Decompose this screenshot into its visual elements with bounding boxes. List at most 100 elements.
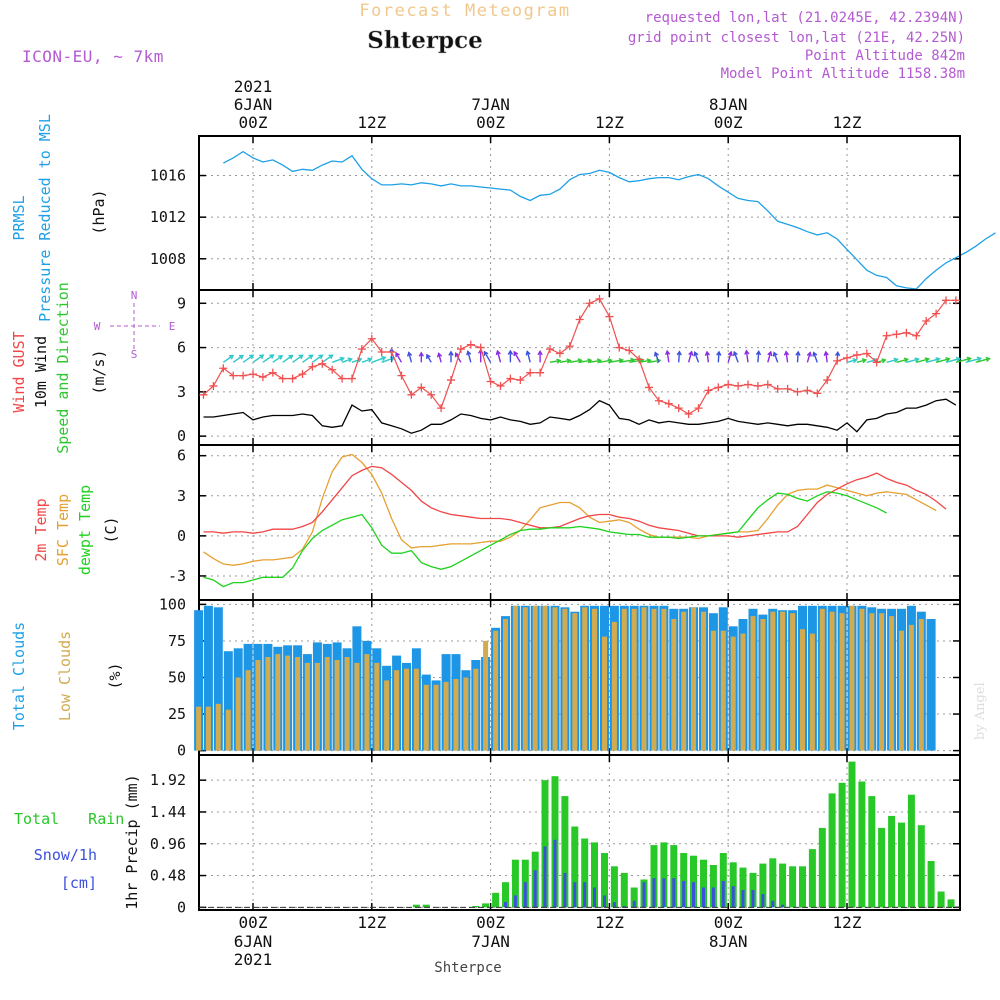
wind-arrow: [302, 354, 313, 363]
wind-arrow-head: [665, 349, 671, 356]
gust-marker: [892, 330, 901, 339]
snow-bar: [513, 895, 517, 908]
wind-arrow: [467, 351, 472, 363]
low-clouds-bar: [701, 611, 706, 751]
wind-arrow: [678, 351, 681, 363]
low-clouds-bar: [512, 605, 518, 751]
snow-bar: [642, 882, 646, 908]
wind-arrow-head: [278, 355, 284, 360]
low-clouds-bar: [413, 668, 419, 751]
wind-arrow: [292, 354, 304, 363]
gust-marker: [328, 365, 337, 374]
low-clouds-bar: [304, 662, 310, 751]
gust-marker: [536, 368, 545, 377]
low-clouds-bar: [423, 684, 429, 751]
ytick-label: 0.96: [150, 835, 186, 853]
wind10-line: [203, 398, 957, 434]
low-clouds-bar: [453, 679, 459, 751]
gust-marker: [852, 350, 861, 359]
rain-bar: [818, 827, 826, 908]
gust-marker: [437, 404, 446, 413]
gust-marker: [951, 296, 960, 305]
rain-bar: [601, 853, 608, 908]
ytick-label: 6: [177, 447, 186, 465]
wind-arrow: [331, 357, 344, 363]
snow-bar: [741, 890, 745, 908]
wind-arrow-head: [454, 352, 460, 358]
gust-marker: [427, 390, 436, 399]
rain-bar: [888, 815, 896, 908]
low-clouds-bar: [196, 706, 202, 751]
rain-bar: [769, 858, 777, 908]
snow-bar: [603, 895, 606, 908]
gust-marker: [773, 384, 782, 393]
rain-bar: [907, 794, 915, 908]
compass-north: N: [131, 289, 138, 302]
gust-marker: [278, 374, 287, 383]
gust-marker: [625, 346, 634, 355]
rain-bar: [927, 861, 935, 908]
snow-bar: [702, 887, 705, 908]
wind-arrow: [846, 359, 857, 364]
snow-bar: [761, 894, 765, 908]
rain-bar: [610, 866, 618, 908]
low-clouds-bar: [760, 619, 766, 751]
wind-arrow-head: [288, 354, 294, 360]
low-clouds-bar: [582, 607, 588, 751]
rain-bar: [719, 853, 727, 908]
rain-bar: [561, 796, 569, 908]
pressure-line: [222, 150, 996, 290]
snow-bar: [553, 839, 557, 908]
snow-bar: [672, 878, 676, 908]
top-tick-label: 12Z: [357, 113, 386, 132]
top-tick-label: 00Z: [714, 113, 743, 132]
snow-label: Snow/1h: [34, 846, 97, 864]
wind-arrow-head: [229, 354, 235, 360]
low-clouds-bar: [889, 616, 895, 751]
total-clouds-bar: [213, 607, 223, 751]
gust-marker: [783, 384, 792, 393]
wind-arrow: [589, 359, 601, 364]
snow-bar: [622, 906, 626, 908]
low-clouds-bar: [641, 607, 647, 751]
bottom-tick-label: 12Z: [595, 913, 624, 932]
gust-marker: [922, 317, 931, 325]
credit-text: by Angel: [973, 682, 988, 740]
pressure-panel: 1008 1012 1016: [150, 135, 996, 911]
low-clouds-bar: [790, 613, 796, 751]
total-clouds-bar: [194, 610, 204, 751]
wind-arrow: [687, 351, 693, 363]
wind-arrow-head: [466, 350, 472, 356]
wind-arrow: [483, 351, 492, 363]
wind-arrow-head: [914, 357, 920, 363]
wind-arrow-head: [513, 350, 519, 356]
gust-marker: [377, 348, 386, 356]
total-clouds-bar: [203, 605, 213, 751]
wind-arrow: [395, 352, 403, 363]
gust-marker: [942, 296, 950, 305]
wind-arrow-head: [755, 350, 762, 356]
rain-bar: [700, 859, 707, 908]
wind-arrow-head: [577, 358, 583, 364]
gust-marker: [872, 358, 881, 367]
rain-bar: [541, 780, 549, 908]
compass-south: S: [131, 348, 138, 361]
bottom-date-label: 8JAN: [709, 932, 748, 951]
wind-arrow-head: [732, 350, 738, 357]
top-date-label: 7JAN: [471, 95, 510, 114]
top-date-label: 6JAN: [234, 95, 273, 114]
gust-marker: [843, 353, 851, 362]
ytick-label: -3: [168, 567, 186, 585]
wind-arrow: [767, 351, 772, 363]
wind-arrow-head: [308, 354, 314, 360]
low-clouds-bar: [621, 608, 627, 751]
gust-marker: [912, 331, 921, 340]
wind-arrow: [727, 351, 732, 363]
low-clouds-bar: [404, 668, 409, 751]
wind-arrow: [569, 359, 582, 364]
snow-bar: [771, 900, 775, 908]
compass-east: E: [169, 320, 176, 333]
rain-bar: [660, 842, 668, 908]
wind-arrow-head: [448, 350, 454, 356]
gust-marker: [932, 309, 941, 318]
